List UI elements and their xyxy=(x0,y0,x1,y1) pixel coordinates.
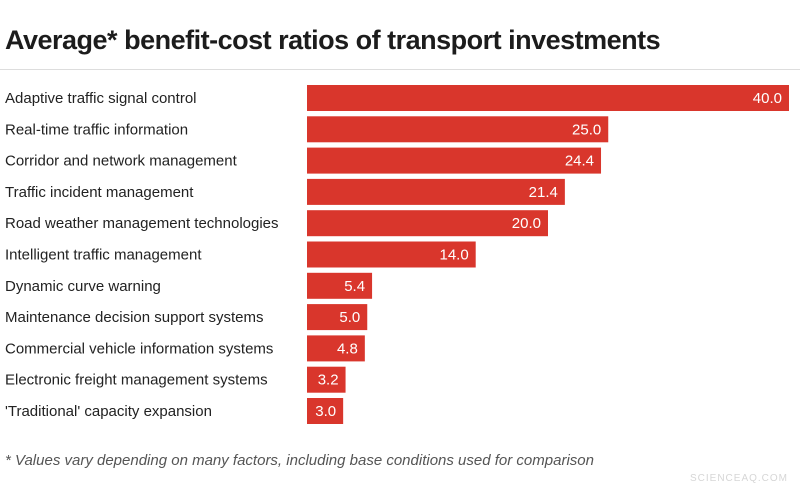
watermark: SCIENCEAQ.COM xyxy=(689,473,788,484)
bar-value-label: 3.0 xyxy=(315,403,336,420)
bar-value-label: 14.0 xyxy=(439,247,468,264)
category-label: Electronic freight management systems xyxy=(5,372,268,389)
bar xyxy=(307,335,365,362)
bar-value-label: 24.4 xyxy=(565,153,594,170)
title-divider xyxy=(0,69,800,70)
category-label: Traffic incident management xyxy=(5,184,194,201)
bar-value-label: 20.0 xyxy=(512,215,541,232)
category-label: Maintenance decision support systems xyxy=(5,309,263,326)
bar xyxy=(307,304,368,331)
category-label: Road weather management technologies xyxy=(5,215,279,232)
bar xyxy=(307,147,602,174)
bar-value-label: 40.0 xyxy=(753,90,782,107)
bar-value-label: 4.8 xyxy=(337,340,358,357)
bar-value-label: 5.4 xyxy=(344,278,365,295)
bar-value-label: 25.0 xyxy=(572,121,601,138)
category-label: Commercial vehicle information systems xyxy=(5,340,273,357)
bar xyxy=(307,398,344,424)
bar-value-label: 3.2 xyxy=(318,372,339,389)
category-label: Real-time traffic information xyxy=(5,121,188,138)
bar xyxy=(307,85,789,111)
bar-value-label: 21.4 xyxy=(529,184,558,201)
bar-chart: Adaptive traffic signal control 40.0 Real-… xyxy=(5,85,789,424)
bar xyxy=(307,178,565,205)
category-label: 'Traditional' capacity expansion xyxy=(5,403,212,420)
bar xyxy=(307,116,609,143)
footnote: * Values vary depending on many factors,… xyxy=(5,452,594,469)
bar xyxy=(307,366,346,393)
bar-value-label: 5.0 xyxy=(339,309,360,326)
chart-title: Average* benefit-cost ratios of transpor… xyxy=(5,25,661,55)
bar xyxy=(307,210,548,237)
bar xyxy=(307,272,373,299)
category-label: Corridor and network management xyxy=(5,153,238,170)
category-label: Intelligent traffic management xyxy=(5,247,202,264)
category-label: Adaptive traffic signal control xyxy=(5,90,197,107)
bar xyxy=(307,241,476,268)
category-label: Dynamic curve warning xyxy=(5,278,161,295)
